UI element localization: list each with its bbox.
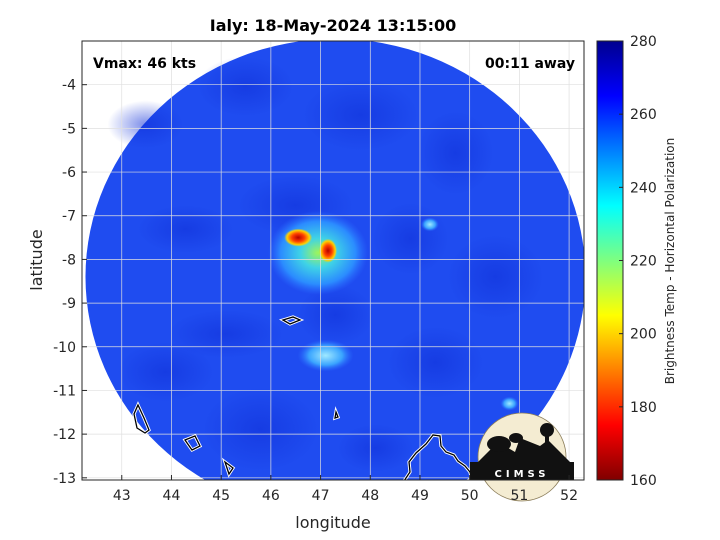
feature-cold-spot-2 bbox=[319, 238, 338, 263]
grid bbox=[82, 41, 584, 480]
coastlines-outline bbox=[133, 316, 473, 480]
texture-blob bbox=[167, 310, 284, 359]
x-tick-label: 52 bbox=[560, 488, 578, 504]
texture-blob bbox=[137, 205, 234, 254]
feature-storm-core bbox=[268, 210, 369, 295]
x-tick-label: 48 bbox=[361, 488, 379, 504]
x-tick-label: 44 bbox=[163, 488, 181, 504]
colorbar-tick-label: 220 bbox=[630, 254, 657, 270]
texture-blob bbox=[202, 387, 319, 472]
x-tick-label: 46 bbox=[262, 488, 280, 504]
colorbar-ticks: 160 180 200 220 240 260 280 bbox=[619, 34, 657, 489]
texture-blob bbox=[302, 79, 419, 152]
vmax-annotation: Vmax: 46 kts bbox=[93, 56, 196, 72]
feature-cold-spot-1 bbox=[284, 228, 313, 247]
texture-blob bbox=[297, 284, 374, 345]
y-tick-label: -5 bbox=[62, 121, 76, 137]
texture-blob bbox=[337, 424, 414, 473]
cimss-logo: CIMSS bbox=[470, 412, 574, 502]
time-away-annotation: 00:11 away bbox=[485, 56, 575, 72]
x-tick-label: 43 bbox=[113, 488, 131, 504]
feature-warm-band bbox=[297, 339, 354, 372]
colorbar-label: Brightness Temp - Horizontal Polarizatio… bbox=[663, 138, 677, 385]
colorbar bbox=[596, 40, 624, 481]
texture-blob bbox=[387, 326, 484, 399]
texture-blob bbox=[197, 56, 294, 117]
colorbar-tick-label: 180 bbox=[630, 400, 657, 416]
feature-cell-east bbox=[420, 217, 439, 232]
texture-blob bbox=[372, 202, 449, 275]
colorbar-tick-label: 160 bbox=[630, 473, 657, 489]
colorbar-tick-label: 260 bbox=[630, 107, 657, 123]
x-axis-label: longitude bbox=[295, 513, 370, 532]
axes-box bbox=[81, 40, 585, 481]
y-tick-label: -8 bbox=[62, 252, 76, 268]
colorbar-tick-label: 280 bbox=[630, 34, 657, 50]
x-tick-label: 50 bbox=[461, 488, 479, 504]
y-tick-label: -11 bbox=[53, 383, 76, 399]
texture-blob bbox=[417, 111, 494, 196]
swath-image bbox=[85, 41, 584, 480]
texture-blob bbox=[107, 100, 184, 149]
x-tick-label: 45 bbox=[212, 488, 230, 504]
texture-blob bbox=[447, 234, 544, 319]
x-tick-label: 51 bbox=[510, 488, 528, 504]
y-tick-label: -7 bbox=[62, 209, 76, 225]
y-axis: -4 -5 -6 -7 -8 -9 -10 -11 -12 -13 bbox=[53, 78, 87, 487]
x-tick-label: 47 bbox=[312, 488, 330, 504]
y-tick-label: -6 bbox=[62, 165, 76, 181]
x-axis: 43 44 45 46 47 48 49 50 51 52 bbox=[113, 475, 578, 504]
feature-cell-southeast bbox=[500, 396, 519, 411]
texture-blob bbox=[117, 342, 214, 403]
colorbar-tick-label: 240 bbox=[630, 180, 657, 196]
y-axis-label: latitude bbox=[27, 229, 46, 290]
colorbar-tick-label: 200 bbox=[630, 327, 657, 343]
svg-text:CIMSS: CIMSS bbox=[495, 469, 550, 480]
x-tick-label: 49 bbox=[411, 488, 429, 504]
y-tick-label: -13 bbox=[53, 471, 76, 487]
chart-title: Ialy: 18-May-2024 13:15:00 bbox=[210, 16, 457, 35]
y-tick-label: -9 bbox=[62, 296, 76, 312]
y-tick-label: -12 bbox=[53, 427, 76, 443]
y-tick-label: -4 bbox=[62, 78, 76, 94]
y-tick-label: -10 bbox=[53, 340, 76, 356]
